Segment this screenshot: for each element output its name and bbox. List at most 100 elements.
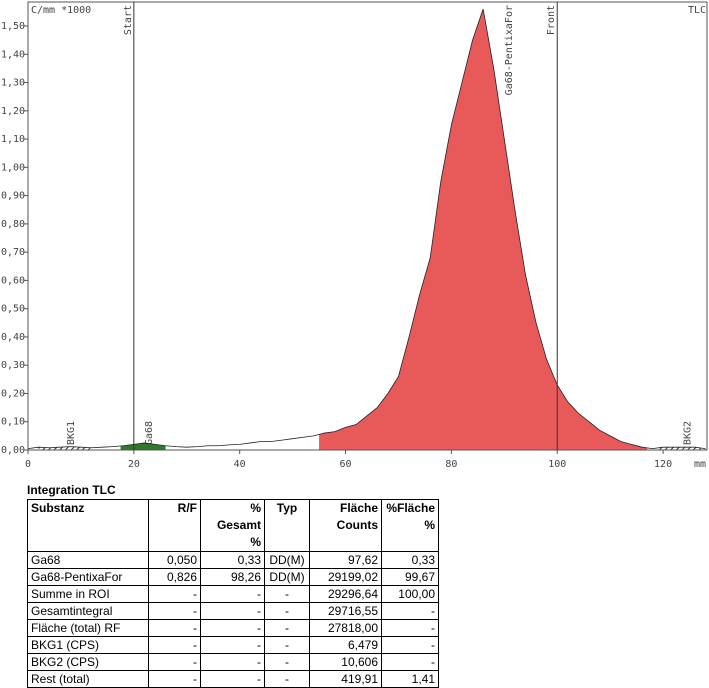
table-cell: BKG2 (CPS) (27, 653, 149, 671)
y-tick-label: 1,40 (1, 49, 25, 60)
region-label: Ga68 (144, 421, 155, 445)
region-area (657, 447, 706, 450)
table-cell: - (264, 653, 310, 671)
table-cell: Rest (total) (27, 670, 149, 688)
region-label: Ga68-PentixaFor (504, 5, 515, 95)
table-cell: - (148, 670, 201, 688)
region-area (120, 442, 166, 450)
x-tick-label: 0 (25, 459, 31, 470)
table-cell: 29296,64 (309, 585, 382, 603)
x-tick-label: 60 (340, 459, 352, 470)
x-tick-label: 40 (234, 459, 246, 470)
header-line: % (424, 518, 435, 532)
table-cell: 10,606 (309, 653, 382, 671)
table-cell: - (200, 619, 265, 637)
table-row: Summe in ROI - - -29296,64 100,00 (27, 585, 439, 603)
plot-frame (27, 1, 708, 451)
y-tick-label: 0,00 (1, 445, 25, 456)
header-cell: Substanz (27, 499, 149, 552)
chart: C/mm *1000 TLC mm BKG1 Ga68 Ga68-PentixaFo… (1, 1, 708, 470)
region-label: BKG1 (66, 421, 77, 445)
table-cell: - (264, 602, 310, 620)
table-row: Fläche (total) RF - - -27818,00- (27, 619, 439, 637)
x-tick-label: 120 (654, 459, 672, 470)
header-line: Substanz (31, 501, 85, 515)
y-tick-label: 1,30 (1, 78, 25, 89)
table-cell: - (200, 636, 265, 654)
table-cell: DD(M) (264, 551, 310, 569)
table-cell: 99,67 (381, 568, 439, 586)
table-row: Ga68 0,050 0,33 DD(M) 97,62 0,33 (27, 551, 439, 569)
header-cell: %Fläche% (381, 499, 439, 552)
table-cell: - (148, 653, 201, 671)
header-line: Fläche (339, 501, 378, 515)
table-cell: 100,00 (381, 585, 439, 603)
y-tick-label: 1,10 (1, 134, 25, 145)
header-line: %Fläche (386, 501, 435, 515)
table-cell: DD(M) (264, 568, 310, 586)
profile-line (27, 8, 706, 449)
header-cell: Typ (264, 499, 310, 552)
x-tick-label: 100 (548, 459, 566, 470)
y-tick-label: 0,70 (1, 247, 25, 258)
region-label: BKG2 (683, 421, 694, 445)
table-cell: - (381, 636, 439, 654)
header-line: R/F (177, 501, 197, 515)
table-row: Ga68-PentixaFor 0,826 98,26 DD(M) 29199,02 99… (27, 568, 439, 586)
table-cell: Fläche (total) RF (27, 619, 149, 637)
header-cell: Fläche Counts (309, 499, 382, 552)
table-cell: Ga68-PentixaFor (27, 568, 149, 586)
header-row: Substanz R/F% Gesamt% Typ Fläche Counts %Fläc… (27, 499, 439, 552)
table-title: Integration TLC (27, 483, 116, 497)
table-cell: 0,33 (381, 551, 439, 569)
region-area (38, 446, 92, 450)
table-cell: Ga68 (27, 551, 149, 569)
table-cell: - (264, 636, 310, 654)
header-line: Typ (276, 501, 298, 515)
table-cell: - (264, 670, 310, 688)
x-tick-label: 20 (128, 459, 140, 470)
table-cell: - (200, 585, 265, 603)
y-tick-label: 0,10 (1, 417, 25, 428)
table-cell: 6,479 (309, 636, 382, 654)
table-cell: - (381, 653, 439, 671)
table-cell: 1,41 (381, 670, 439, 688)
y-tick-label: 0,60 (1, 275, 25, 286)
table-cell: 0,050 (148, 551, 201, 569)
table-row: BKG1 (CPS) - - -6,479- (27, 636, 439, 654)
y-tick-label: 0,30 (1, 360, 25, 371)
y-tick-label: 0,40 (1, 332, 25, 343)
table-cell: 29716,55 (309, 602, 382, 620)
table-cell: BKG1 (CPS) (27, 636, 149, 654)
table-cell: 0,826 (148, 568, 201, 586)
table-row: Gesamtintegral - - -29716,55- (27, 602, 439, 620)
header-line: % (250, 535, 261, 549)
table-cell: - (381, 619, 439, 637)
region-area (319, 9, 648, 450)
table-row: Rest (total) - - -419,91 1,41 (27, 670, 439, 688)
table-cell: - (264, 585, 310, 603)
table-cell: Gesamtintegral (27, 602, 149, 620)
x-axis-label: mm (694, 459, 706, 470)
table-cell: - (264, 619, 310, 637)
header-line: Counts (336, 518, 378, 532)
table-cell: - (200, 653, 265, 671)
table-row: BKG2 (CPS) - - -10,606- (27, 653, 439, 671)
y-tick-label: 1,00 (1, 162, 25, 173)
table-cell: 29199,02 (309, 568, 382, 586)
table-cell: - (148, 619, 201, 637)
table: Substanz R/F% Gesamt% Typ Fläche Counts %Fläc… (27, 499, 439, 688)
table-cell: Summe in ROI (27, 585, 149, 603)
table-cell: 27818,00 (309, 619, 382, 637)
table-cell: - (148, 636, 201, 654)
corner-label: TLC (688, 5, 706, 16)
header-line: % Gesamt (216, 501, 261, 532)
table-cell: 419,91 (309, 670, 382, 688)
table-cell: 97,62 (309, 551, 382, 569)
x-tick-label: 80 (445, 459, 457, 470)
y-tick-label: 0,50 (1, 304, 25, 315)
marker-label: Front (546, 5, 557, 35)
header-cell: % Gesamt% (200, 499, 265, 552)
y-tick-label: 0,80 (1, 219, 25, 230)
